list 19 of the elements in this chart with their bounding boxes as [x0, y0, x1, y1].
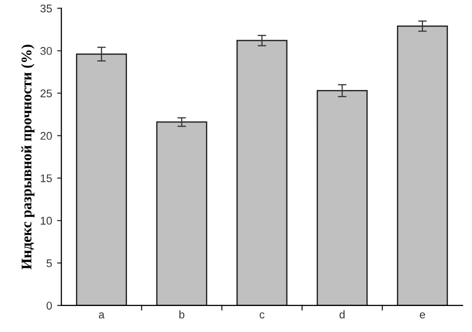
y-tick-label: 35: [40, 4, 52, 12]
bar: [236, 40, 288, 306]
x-tick-label: e: [420, 312, 426, 318]
x-tick-label: d: [340, 310, 345, 318]
x-tick-label: b: [179, 310, 184, 318]
y-tick-label: 10: [40, 216, 52, 225]
bar: [396, 26, 448, 306]
y-axis-title: Индекс разрывной прочности (%): [21, 44, 34, 270]
bar: [316, 90, 368, 306]
y-tick-label: 25: [40, 89, 52, 98]
bar: [156, 121, 208, 306]
y-tick-label: 0: [46, 302, 52, 310]
x-tick-label: c: [260, 312, 264, 318]
y-tick-label: 5: [46, 259, 52, 268]
y-tick-label: 30: [40, 47, 52, 55]
bar: [76, 54, 127, 306]
y-tick-label: 20: [40, 132, 52, 140]
x-tick-label: a: [98, 312, 105, 318]
y-tick-label: 15: [40, 174, 52, 182]
